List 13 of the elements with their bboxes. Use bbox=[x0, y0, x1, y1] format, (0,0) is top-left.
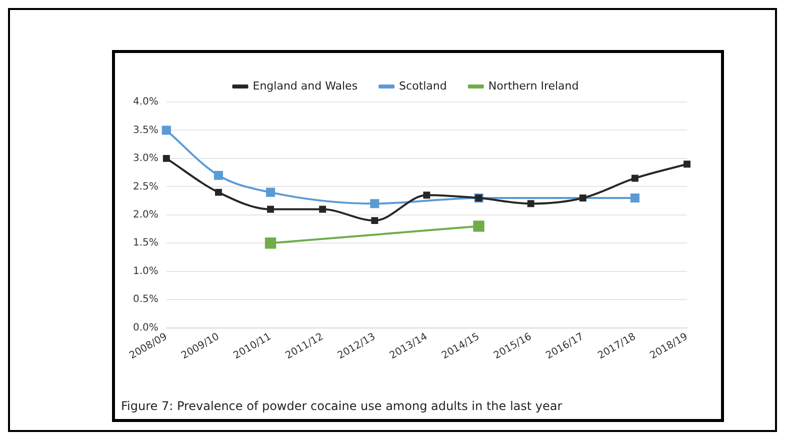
legend-label: Northern Ireland bbox=[488, 79, 579, 92]
y-tick-label: 3.5% bbox=[133, 124, 158, 136]
y-tick-label: 0.0% bbox=[133, 322, 158, 334]
y-tick-label: 0.5% bbox=[133, 294, 158, 306]
y-tick-label: 4.0% bbox=[133, 96, 158, 108]
y-tick-label: 2.0% bbox=[133, 210, 158, 221]
y-tick-label: 1.0% bbox=[133, 266, 158, 277]
legend-label: England and Wales bbox=[252, 79, 358, 92]
y-tick-label: 1.5% bbox=[133, 238, 158, 249]
y-tick-label: 3.0% bbox=[133, 153, 158, 164]
caption: Figure 7: Prevalence of powder cocaine use among adults in the last year bbox=[121, 399, 562, 413]
y-tick-label: 2.5% bbox=[133, 181, 158, 192]
legend-label: Scotland bbox=[399, 79, 447, 92]
